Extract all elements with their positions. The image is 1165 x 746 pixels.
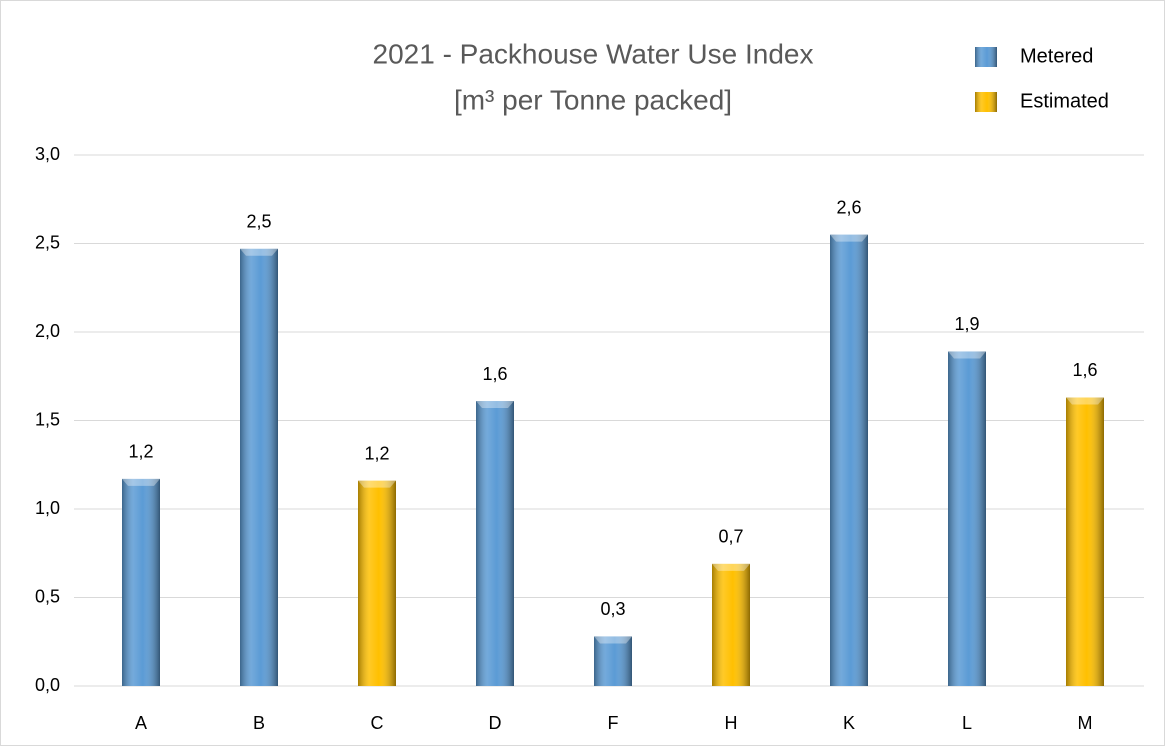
bar-cap (122, 478, 160, 486)
data-label: 2,6 (836, 197, 861, 217)
x-tick-label: B (253, 713, 265, 733)
chart-title: 2021 - Packhouse Water Use Index (373, 38, 814, 69)
x-tick-label: M (1078, 713, 1093, 733)
legend-swatch-shade (975, 47, 997, 67)
bar-cap (358, 480, 396, 488)
y-tick-label: 1,5 (35, 409, 60, 429)
data-label: 2,5 (246, 212, 271, 232)
y-tick-label: 2,5 (35, 232, 60, 252)
legend-label: Estimated (1020, 90, 1109, 112)
bar-cap (240, 248, 278, 256)
bar-cap (948, 351, 986, 359)
bar-shade (240, 248, 278, 686)
data-label: 0,7 (718, 527, 743, 547)
bar-shade (1066, 397, 1104, 686)
bar-shade (830, 234, 868, 686)
bar-shade (712, 563, 750, 686)
bar-cap (830, 234, 868, 242)
bar-shade (122, 478, 160, 686)
bar-cap (594, 636, 632, 644)
bar-shade (948, 351, 986, 686)
y-tick-label: 2,0 (35, 321, 60, 341)
y-tick-label: 1,0 (35, 498, 60, 518)
data-label: 1,6 (1072, 360, 1097, 380)
legend-label: Metered (1020, 45, 1093, 67)
bar-shade (594, 636, 632, 686)
y-tick-label: 0,0 (35, 675, 60, 695)
bar-shade (358, 480, 396, 686)
legend-swatch-shade (975, 92, 997, 112)
data-label: 1,2 (364, 443, 389, 463)
data-label: 1,6 (482, 364, 507, 384)
x-tick-label: F (608, 713, 619, 733)
y-tick-label: 3,0 (35, 144, 60, 164)
x-tick-label: K (843, 713, 855, 733)
y-tick-label: 0,5 (35, 586, 60, 606)
bar-shade (476, 401, 514, 686)
x-tick-label: C (371, 713, 384, 733)
bar-cap (712, 563, 750, 571)
x-tick-label: H (725, 713, 738, 733)
bar-cap (1066, 397, 1104, 405)
data-label: 0,3 (600, 599, 625, 619)
x-tick-label: D (489, 713, 502, 733)
data-label: 1,9 (954, 314, 979, 334)
bar-cap (476, 401, 514, 409)
chart-subtitle: [m³ per Tonne packed] (454, 84, 732, 115)
x-tick-label: L (962, 713, 972, 733)
data-label: 1,2 (128, 442, 153, 462)
x-tick-label: A (135, 713, 147, 733)
